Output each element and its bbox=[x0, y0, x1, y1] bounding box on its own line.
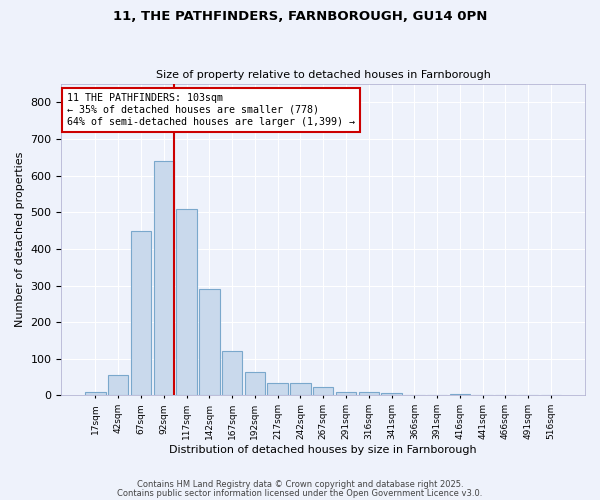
Bar bbox=[359, 392, 379, 396]
Bar bbox=[199, 289, 220, 396]
Bar bbox=[85, 392, 106, 396]
Bar bbox=[108, 374, 128, 396]
Y-axis label: Number of detached properties: Number of detached properties bbox=[15, 152, 25, 328]
Bar bbox=[290, 382, 311, 396]
Bar bbox=[222, 352, 242, 396]
Title: Size of property relative to detached houses in Farnborough: Size of property relative to detached ho… bbox=[156, 70, 491, 81]
Bar bbox=[154, 161, 174, 396]
Bar bbox=[131, 230, 151, 396]
Bar bbox=[336, 392, 356, 396]
X-axis label: Distribution of detached houses by size in Farnborough: Distribution of detached houses by size … bbox=[169, 445, 477, 455]
Bar bbox=[245, 372, 265, 396]
Bar bbox=[381, 393, 402, 396]
Text: Contains public sector information licensed under the Open Government Licence v3: Contains public sector information licen… bbox=[118, 488, 482, 498]
Text: 11 THE PATHFINDERS: 103sqm
← 35% of detached houses are smaller (778)
64% of sem: 11 THE PATHFINDERS: 103sqm ← 35% of deta… bbox=[67, 94, 355, 126]
Bar bbox=[449, 394, 470, 396]
Bar bbox=[176, 208, 197, 396]
Text: 11, THE PATHFINDERS, FARNBOROUGH, GU14 0PN: 11, THE PATHFINDERS, FARNBOROUGH, GU14 0… bbox=[113, 10, 487, 23]
Bar bbox=[313, 388, 334, 396]
Text: Contains HM Land Registry data © Crown copyright and database right 2025.: Contains HM Land Registry data © Crown c… bbox=[137, 480, 463, 489]
Bar bbox=[268, 382, 288, 396]
